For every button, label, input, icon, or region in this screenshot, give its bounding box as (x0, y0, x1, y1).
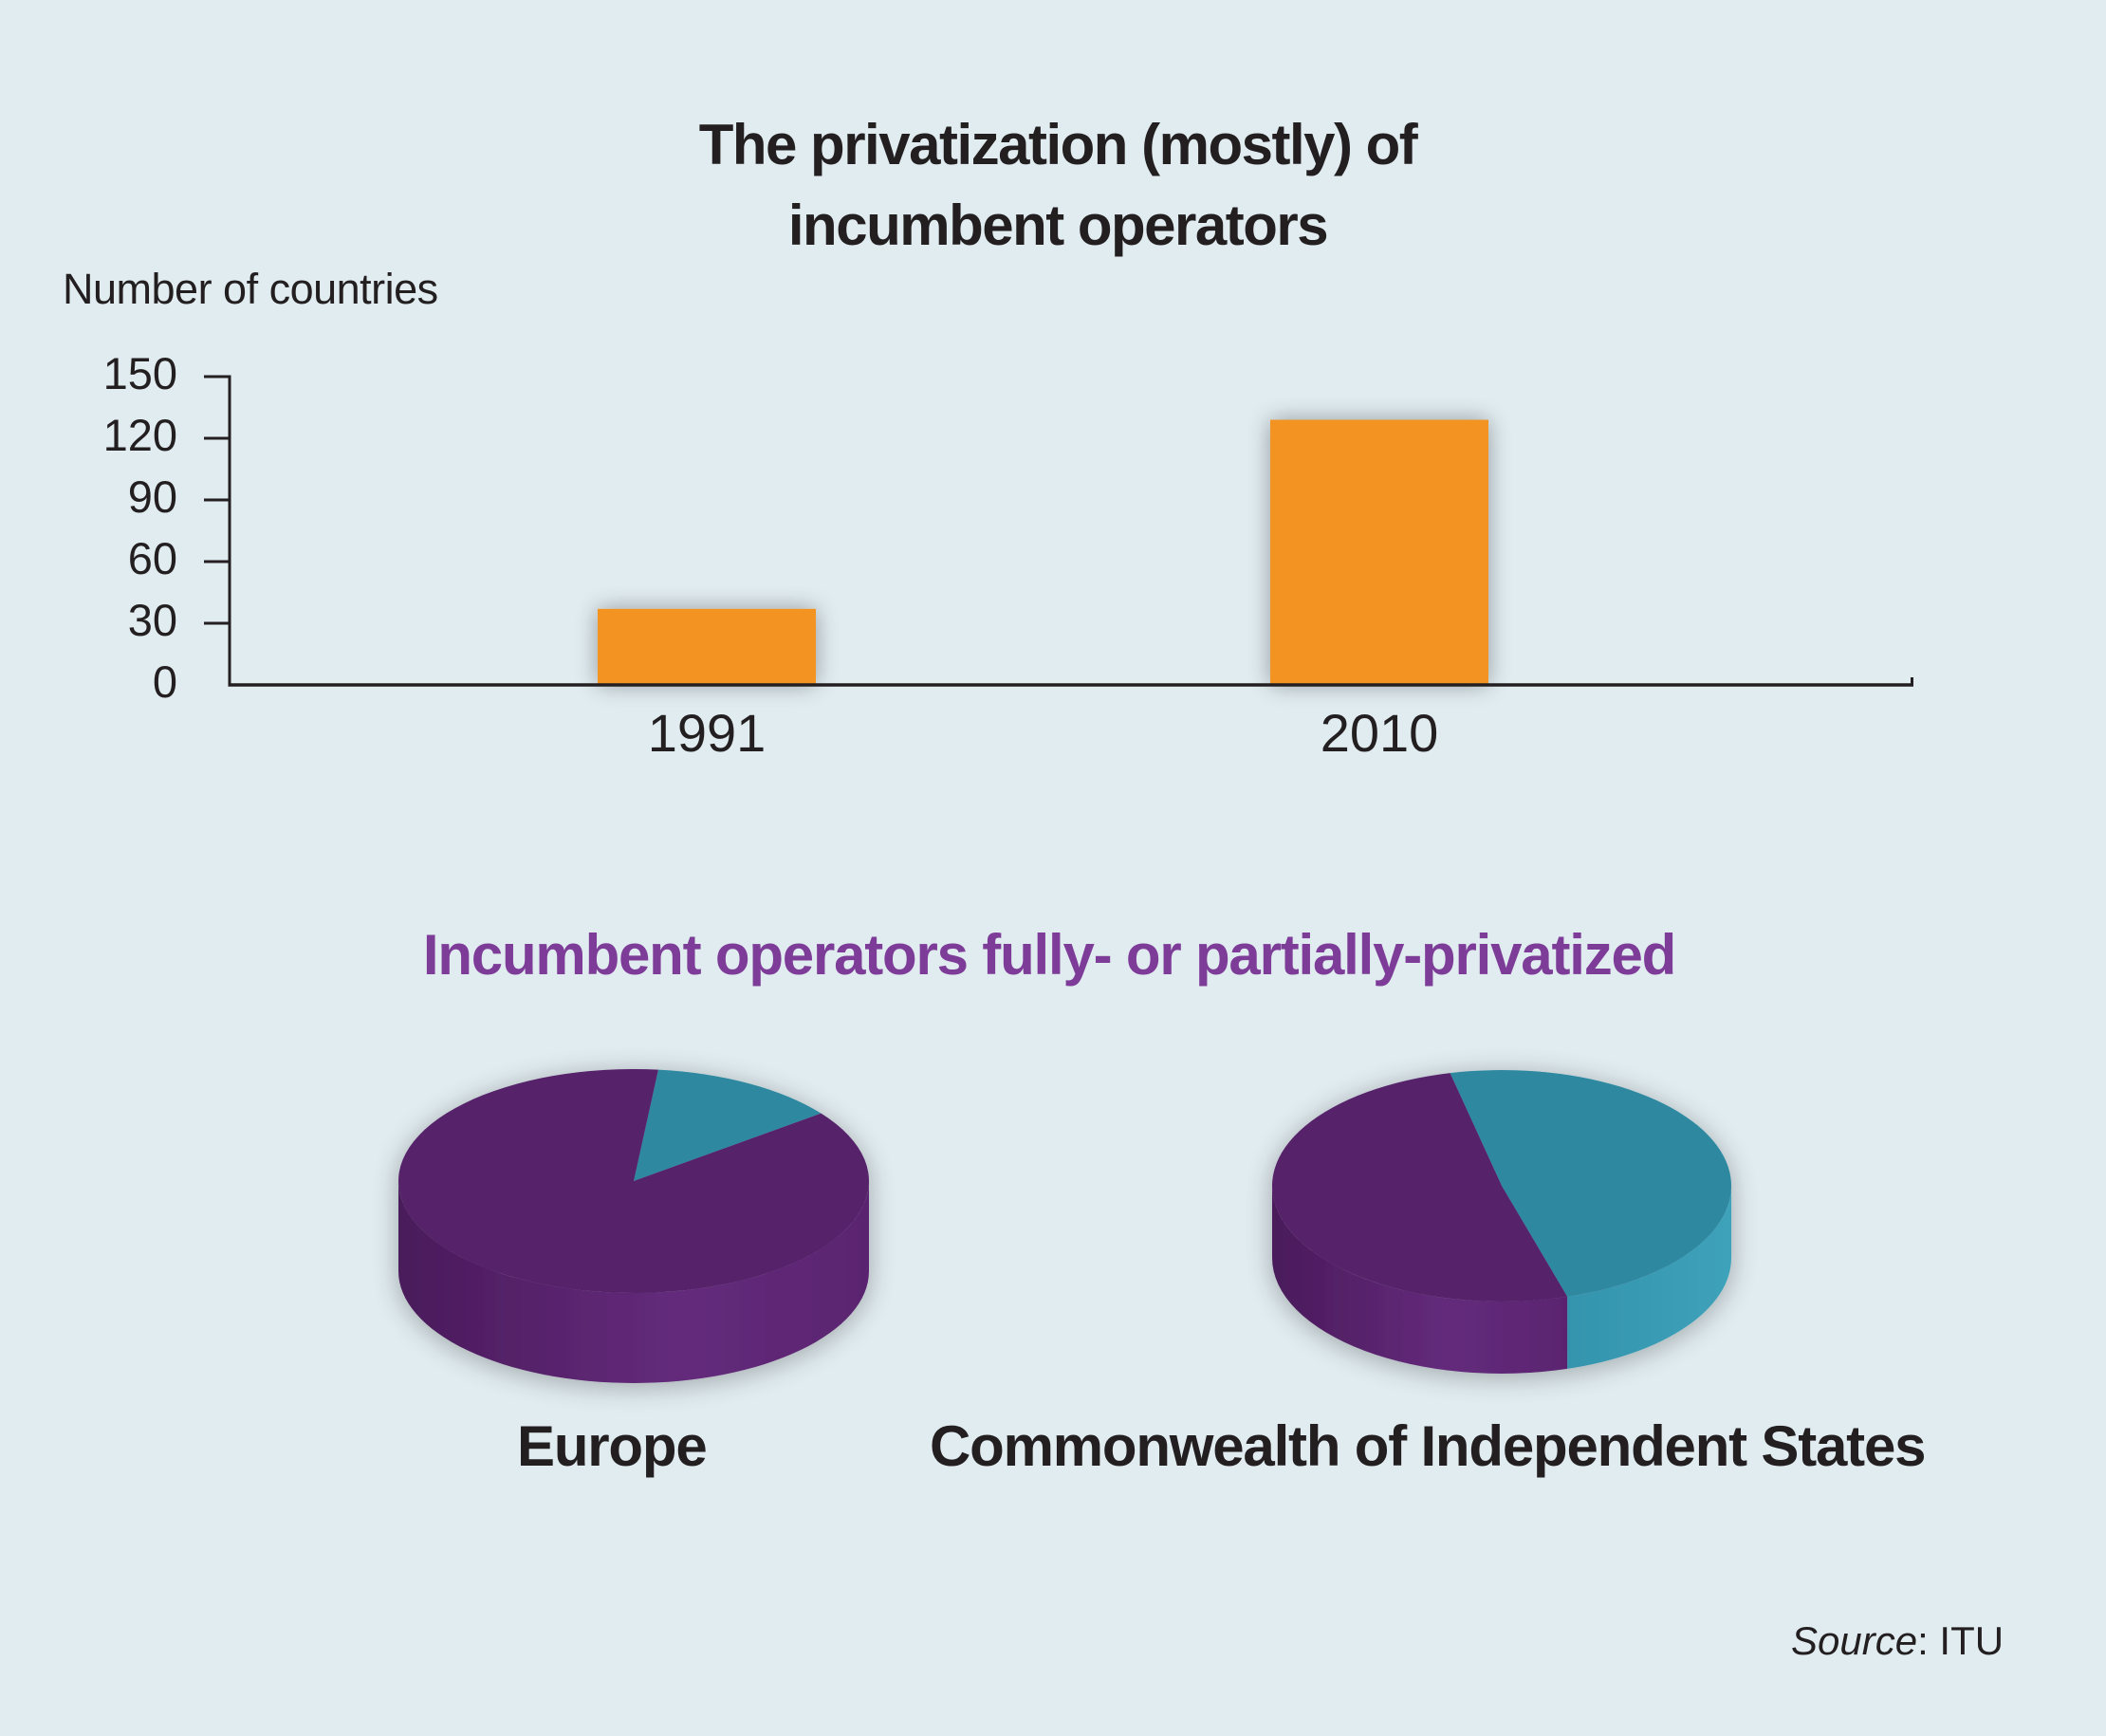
pie-label-cis: Commonwealth of Independent States (930, 1414, 1926, 1478)
y-tick-label: 60 (128, 533, 177, 583)
pie-side-purple (398, 1181, 869, 1383)
y-tick-label: 90 (128, 471, 177, 522)
pie-slice-teal (1450, 1070, 1731, 1297)
pie-slice-purple (1271, 1073, 1568, 1302)
pie-cis (1271, 1070, 1731, 1374)
bar-2010 (1270, 419, 1488, 685)
pie-slice-teal (634, 1069, 822, 1181)
pie-label-europe: Europe (517, 1414, 708, 1478)
pie-side-teal (1567, 1186, 1731, 1369)
bar-1991 (598, 608, 816, 685)
x-tick-label: 1991 (648, 703, 767, 763)
y-axis-label: Number of countries (63, 265, 438, 313)
bar-chart: 0 30 60 90 120 150 1991 2010 (103, 348, 1913, 763)
source-suffix: : ITU (1917, 1618, 2004, 1663)
y-tick-label: 150 (103, 348, 177, 398)
pie-slice-purple (397, 1069, 869, 1293)
bar-chart-title-line-2: incumbent operators (787, 194, 1329, 257)
pie-europe (397, 1069, 869, 1383)
pie-chart-title: Incumbent operators fully- or partially-… (422, 923, 1676, 987)
y-tick-label: 30 (128, 595, 177, 645)
y-tick-label: 0 (153, 656, 177, 707)
bar-chart-title-line-1: The privatization (mostly) of (698, 113, 1418, 176)
pie-side-purple (1272, 1186, 1568, 1374)
source-prefix: Source (1791, 1618, 1918, 1663)
bar-chart-title: The privatization (mostly) of incumbent … (0, 104, 2106, 266)
source-note: Source: ITU (1791, 1618, 2004, 1664)
x-tick-label: 2010 (1321, 703, 1439, 763)
y-tick-label: 120 (103, 410, 177, 460)
